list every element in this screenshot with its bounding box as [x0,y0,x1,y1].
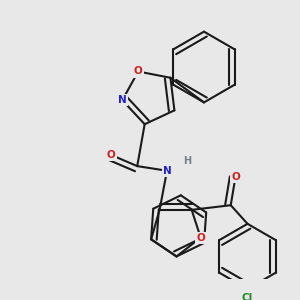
Text: O: O [107,150,116,160]
Text: O: O [134,67,142,76]
Text: O: O [196,232,205,243]
Text: H: H [183,157,192,166]
Text: O: O [231,172,240,182]
Text: Cl: Cl [242,293,253,300]
Text: N: N [118,95,127,105]
Text: N: N [163,166,171,176]
